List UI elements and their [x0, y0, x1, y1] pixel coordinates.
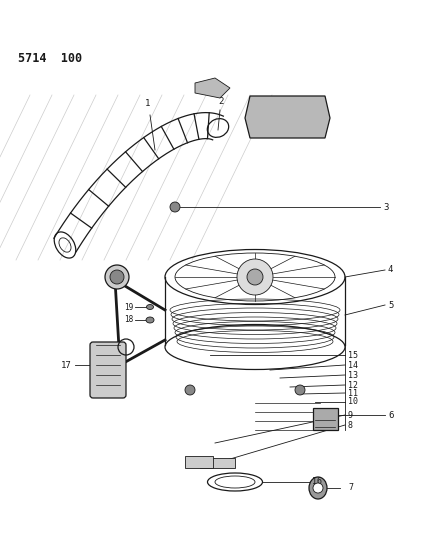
FancyBboxPatch shape	[313, 408, 338, 430]
Circle shape	[110, 270, 124, 284]
Text: 1: 1	[146, 99, 151, 108]
Text: 7: 7	[348, 483, 353, 492]
Text: 5: 5	[388, 301, 393, 310]
Ellipse shape	[309, 477, 327, 499]
Text: 4: 4	[388, 265, 393, 274]
Text: 5714  100: 5714 100	[18, 52, 82, 65]
Text: 10: 10	[348, 398, 358, 407]
Bar	[185, 456, 213, 468]
Text: 9: 9	[348, 410, 353, 419]
Circle shape	[185, 385, 195, 395]
Circle shape	[105, 265, 129, 289]
Text: 15: 15	[348, 351, 358, 359]
Text: 11: 11	[348, 389, 358, 398]
Circle shape	[247, 269, 263, 285]
Text: 17: 17	[61, 360, 72, 369]
Polygon shape	[195, 78, 230, 98]
Text: 19: 19	[124, 303, 133, 311]
Circle shape	[295, 385, 305, 395]
Circle shape	[237, 259, 273, 295]
Text: 8: 8	[348, 421, 353, 430]
Ellipse shape	[146, 304, 154, 310]
FancyBboxPatch shape	[90, 342, 126, 398]
Text: 2: 2	[218, 97, 224, 106]
Ellipse shape	[146, 317, 154, 323]
Bar	[200, 458, 235, 468]
Polygon shape	[245, 96, 330, 138]
Text: 3: 3	[383, 203, 388, 212]
Circle shape	[313, 483, 323, 493]
Text: 16: 16	[312, 478, 322, 487]
Text: 13: 13	[348, 370, 358, 379]
Text: 6: 6	[388, 410, 393, 419]
Text: 12: 12	[348, 381, 358, 390]
Text: 14: 14	[348, 360, 358, 369]
Circle shape	[170, 202, 180, 212]
Text: 18: 18	[124, 316, 133, 325]
